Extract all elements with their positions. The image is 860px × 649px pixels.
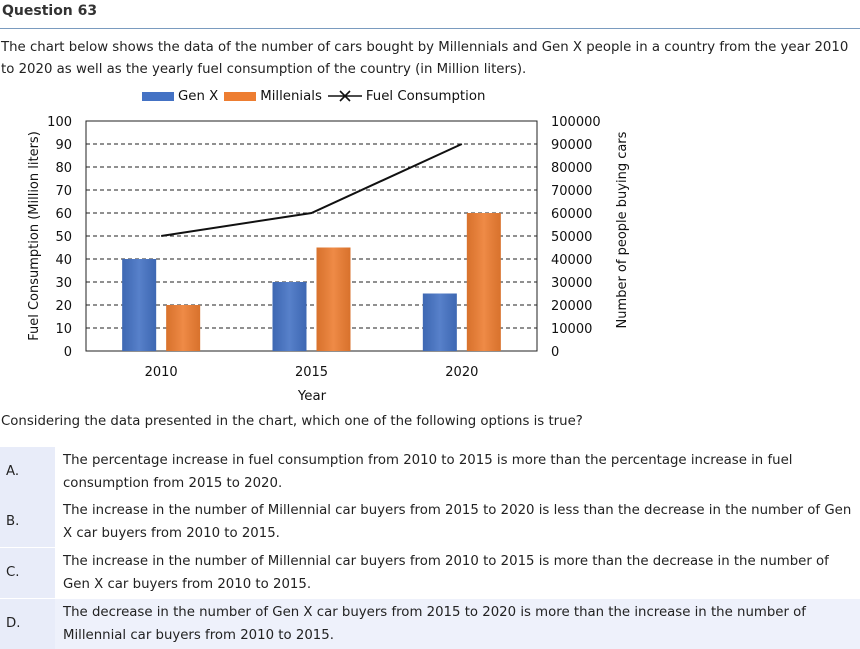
option-d[interactable]: D. The decrease in the number of Gen X c…	[0, 599, 860, 649]
y-tick-label: 30	[55, 276, 72, 291]
y2-tick-label: 0	[551, 345, 559, 360]
bar-gen-x	[272, 282, 307, 351]
option-b-label-cell: B.	[0, 497, 55, 547]
question-title: Question 63	[2, 3, 98, 19]
y-tick-label: 50	[55, 230, 72, 245]
option-c-label: C.	[6, 565, 20, 580]
question-intro: The chart below shows the data of the nu…	[1, 40, 849, 77]
y2-tick-label: 60000	[551, 207, 592, 222]
y-tick-label: 0	[64, 345, 72, 360]
y2-tick-label: 50000	[551, 230, 592, 245]
chart-bars	[122, 213, 501, 351]
bar-millenials	[166, 305, 201, 351]
y2-tick-label: 20000	[551, 299, 592, 314]
x-tick-label: 2020	[445, 365, 478, 380]
y-tick-label: 90	[55, 138, 72, 153]
legend-gen-x-label: Gen X	[178, 88, 219, 104]
y2-tick-label: 100000	[551, 115, 601, 130]
y-tick-label: 70	[55, 184, 72, 199]
question-header: Question 63	[0, 0, 860, 29]
legend-gen-x: Gen X	[142, 89, 218, 104]
y-tick-label: 60	[55, 207, 72, 222]
option-c-text: The increase in the number of Millennial…	[63, 554, 829, 592]
bar-millenials	[316, 247, 351, 351]
y-tick-label: 100	[47, 115, 72, 130]
y2-tick-label: 30000	[551, 276, 592, 291]
option-b-text: The increase in the number of Millennial…	[63, 503, 852, 541]
option-a-label: A.	[6, 464, 20, 479]
option-a[interactable]: A. The percentage increase in fuel consu…	[0, 447, 860, 497]
legend-fuel-label: Fuel Consumption	[365, 88, 486, 104]
option-c-label-cell: C.	[0, 548, 55, 598]
option-b-label: B.	[6, 514, 20, 529]
y-tick-label: 20	[55, 299, 72, 314]
bar-gen-x	[122, 259, 157, 351]
bar-gen-x	[422, 293, 457, 351]
y-axis-label: Fuel Consumption (Million liters)	[27, 131, 42, 341]
y-tick-label: 80	[55, 161, 72, 176]
option-c[interactable]: C. The increase in the number of Millenn…	[0, 548, 860, 598]
option-b[interactable]: B. The increase in the number of Millenn…	[0, 497, 860, 547]
fuel-consumption-line	[161, 143, 463, 237]
y-tick-label: 40	[55, 253, 72, 268]
legend-millenials-label: Millenials	[260, 88, 322, 104]
fuel-line-marker-icon	[327, 90, 362, 102]
millenials-swatch	[224, 91, 257, 101]
option-a-text: The percentage increase in fuel consumpt…	[63, 453, 793, 491]
bar-millenials	[466, 213, 501, 351]
chart-line	[161, 143, 463, 237]
x-axis-label: Year	[297, 389, 327, 404]
chart-ticks: 0 0 10 10000 20 20000 30 30000 40 40000 50 50000 60 6…	[47, 115, 600, 380]
x-tick-label: 2015	[295, 365, 328, 380]
chart-legend: Gen X Millenials Fuel Consumption	[142, 86, 491, 106]
option-d-label-cell: D.	[0, 599, 55, 649]
legend-fuel: Fuel Consumption	[327, 88, 486, 104]
option-d-text: The decrease in the number of Gen X car …	[63, 605, 806, 643]
y2-tick-label: 70000	[551, 184, 592, 199]
y-tick-label: 10	[55, 322, 72, 337]
question-prompt: Considering the data presented in the ch…	[1, 414, 583, 429]
y2-tick-label: 90000	[551, 138, 592, 153]
option-d-label: D.	[6, 616, 21, 631]
y2-tick-label: 40000	[551, 253, 592, 268]
x-tick-label: 2010	[145, 365, 178, 380]
option-a-label-cell: A.	[0, 447, 55, 497]
legend-millenials: Millenials	[224, 89, 322, 104]
combo-chart: 0 0 10 10000 20 20000 30 30000 40 40000 50 50000 60 6…	[27, 115, 630, 404]
y2-axis-label: Number of people buying cars	[615, 131, 630, 328]
gen-x-swatch	[142, 91, 174, 101]
y2-tick-label: 80000	[551, 161, 592, 176]
y2-tick-label: 10000	[551, 322, 592, 337]
